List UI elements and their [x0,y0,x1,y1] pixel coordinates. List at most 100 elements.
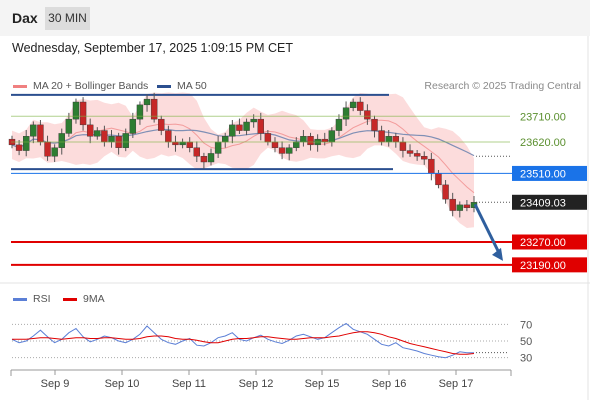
legend-ma50: MA 50 [157,80,207,92]
legend-rsi-label: RSI [33,293,51,305]
ma9-swatch [63,297,77,301]
candle-body [15,144,23,151]
support-label: 23270.00 [520,237,566,249]
candle-body [293,141,300,148]
candle-body [449,198,456,211]
candle-body [406,150,414,154]
candle-body [357,101,364,111]
rsi-swatch [13,297,27,301]
top-bar: Dax 30 MIN [0,0,590,36]
legend-ma20: MA 20 + Bollinger Bands [13,80,148,92]
candle-body [342,107,350,120]
candle-body [428,158,435,174]
candle-body [286,147,293,154]
candle-body [271,141,279,148]
candle-body [243,121,250,131]
bollinger-band [12,92,474,228]
rsi-tick-label: 30 [520,353,532,365]
candle-body [150,98,158,120]
candle-body [122,133,129,148]
candle-body [442,184,449,200]
resistance-label: 23710.00 [520,111,566,123]
ma20-swatch [13,84,27,88]
candle-body [44,141,51,157]
candle-body [214,141,222,154]
candle-body [335,118,343,131]
support-label: 23190.00 [520,260,566,272]
candle-body [51,147,58,157]
candle-body [413,153,421,157]
x-tick-label: Sep 9 [41,378,70,390]
candle-body [222,136,229,143]
candle-body [165,130,172,143]
candle-body [37,124,44,143]
candle-body [129,118,137,134]
legend-9ma: 9MA [63,293,105,305]
pivot-label: 23510.00 [520,168,566,180]
last-price-label: 23409.03 [520,197,566,209]
candle-body [378,130,385,143]
candle-body [371,118,378,131]
candle-body [278,147,286,154]
candle-body [207,153,215,163]
last-price-box [512,194,587,210]
candle-body [193,147,201,157]
support-label-box [512,234,587,250]
pivot-label-box [512,165,587,181]
candle-body [236,124,243,131]
candle-body [94,130,101,137]
candle-body [456,204,463,211]
candle-body [264,133,272,143]
candle-body [364,110,371,120]
candle-body [65,118,73,134]
x-tick-label: Sep 17 [439,378,474,390]
candle-body [143,98,151,106]
candle-body [58,133,65,148]
timeframe-button[interactable]: 30 MIN [45,7,90,30]
candle-body [399,141,407,151]
candle-body [23,136,30,151]
legend-9ma-label: 9MA [83,293,105,305]
candle-body [392,136,400,143]
rsi-tick-label: 70 [520,319,532,331]
candle-body [30,124,37,137]
candle-body [72,101,80,120]
symbol-label: Dax [12,10,38,26]
candle-body [158,118,165,131]
ma50-swatch [157,84,171,88]
candle-body [257,118,264,134]
candle-body [136,104,144,120]
rsi-line [11,322,474,359]
candle-body [250,118,257,123]
x-tick-label: Sep 11 [172,378,206,390]
candle-body [186,141,193,148]
candle-body [101,130,108,143]
legend-rsi: RSI [13,293,51,305]
support-label-box [512,257,587,273]
forecast-arrowhead [492,247,503,261]
candle-body [229,124,236,137]
candle-body [79,101,87,126]
x-tick-label: Sep 10 [105,378,140,390]
candle-body [421,156,428,160]
candle-body [463,204,471,208]
forecast-arrow [473,203,502,256]
x-tick-label: Sep 16 [372,378,407,390]
candle-body [328,130,336,143]
x-tick-label: Sep 15 [305,378,340,390]
legend-ma20-label: MA 20 + Bollinger Bands [33,80,149,92]
legend-ma50-label: MA 50 [177,80,207,92]
candle-body [108,136,115,143]
rsi-ma9-line [12,331,475,355]
candle-body [200,156,208,163]
candle-body [435,173,442,186]
resistance-label: 23620.00 [520,137,566,149]
datetime-label: Wednesday, September 17, 2025 1:09:15 PM… [12,41,293,55]
candle-body [300,136,307,143]
candle-body [385,136,392,143]
x-tick-label: Sep 12 [239,378,274,390]
credit-label: Research © 2025 Trading Central [424,80,581,92]
rsi-tick-label: 50 [520,336,532,348]
candle-body [349,101,357,108]
